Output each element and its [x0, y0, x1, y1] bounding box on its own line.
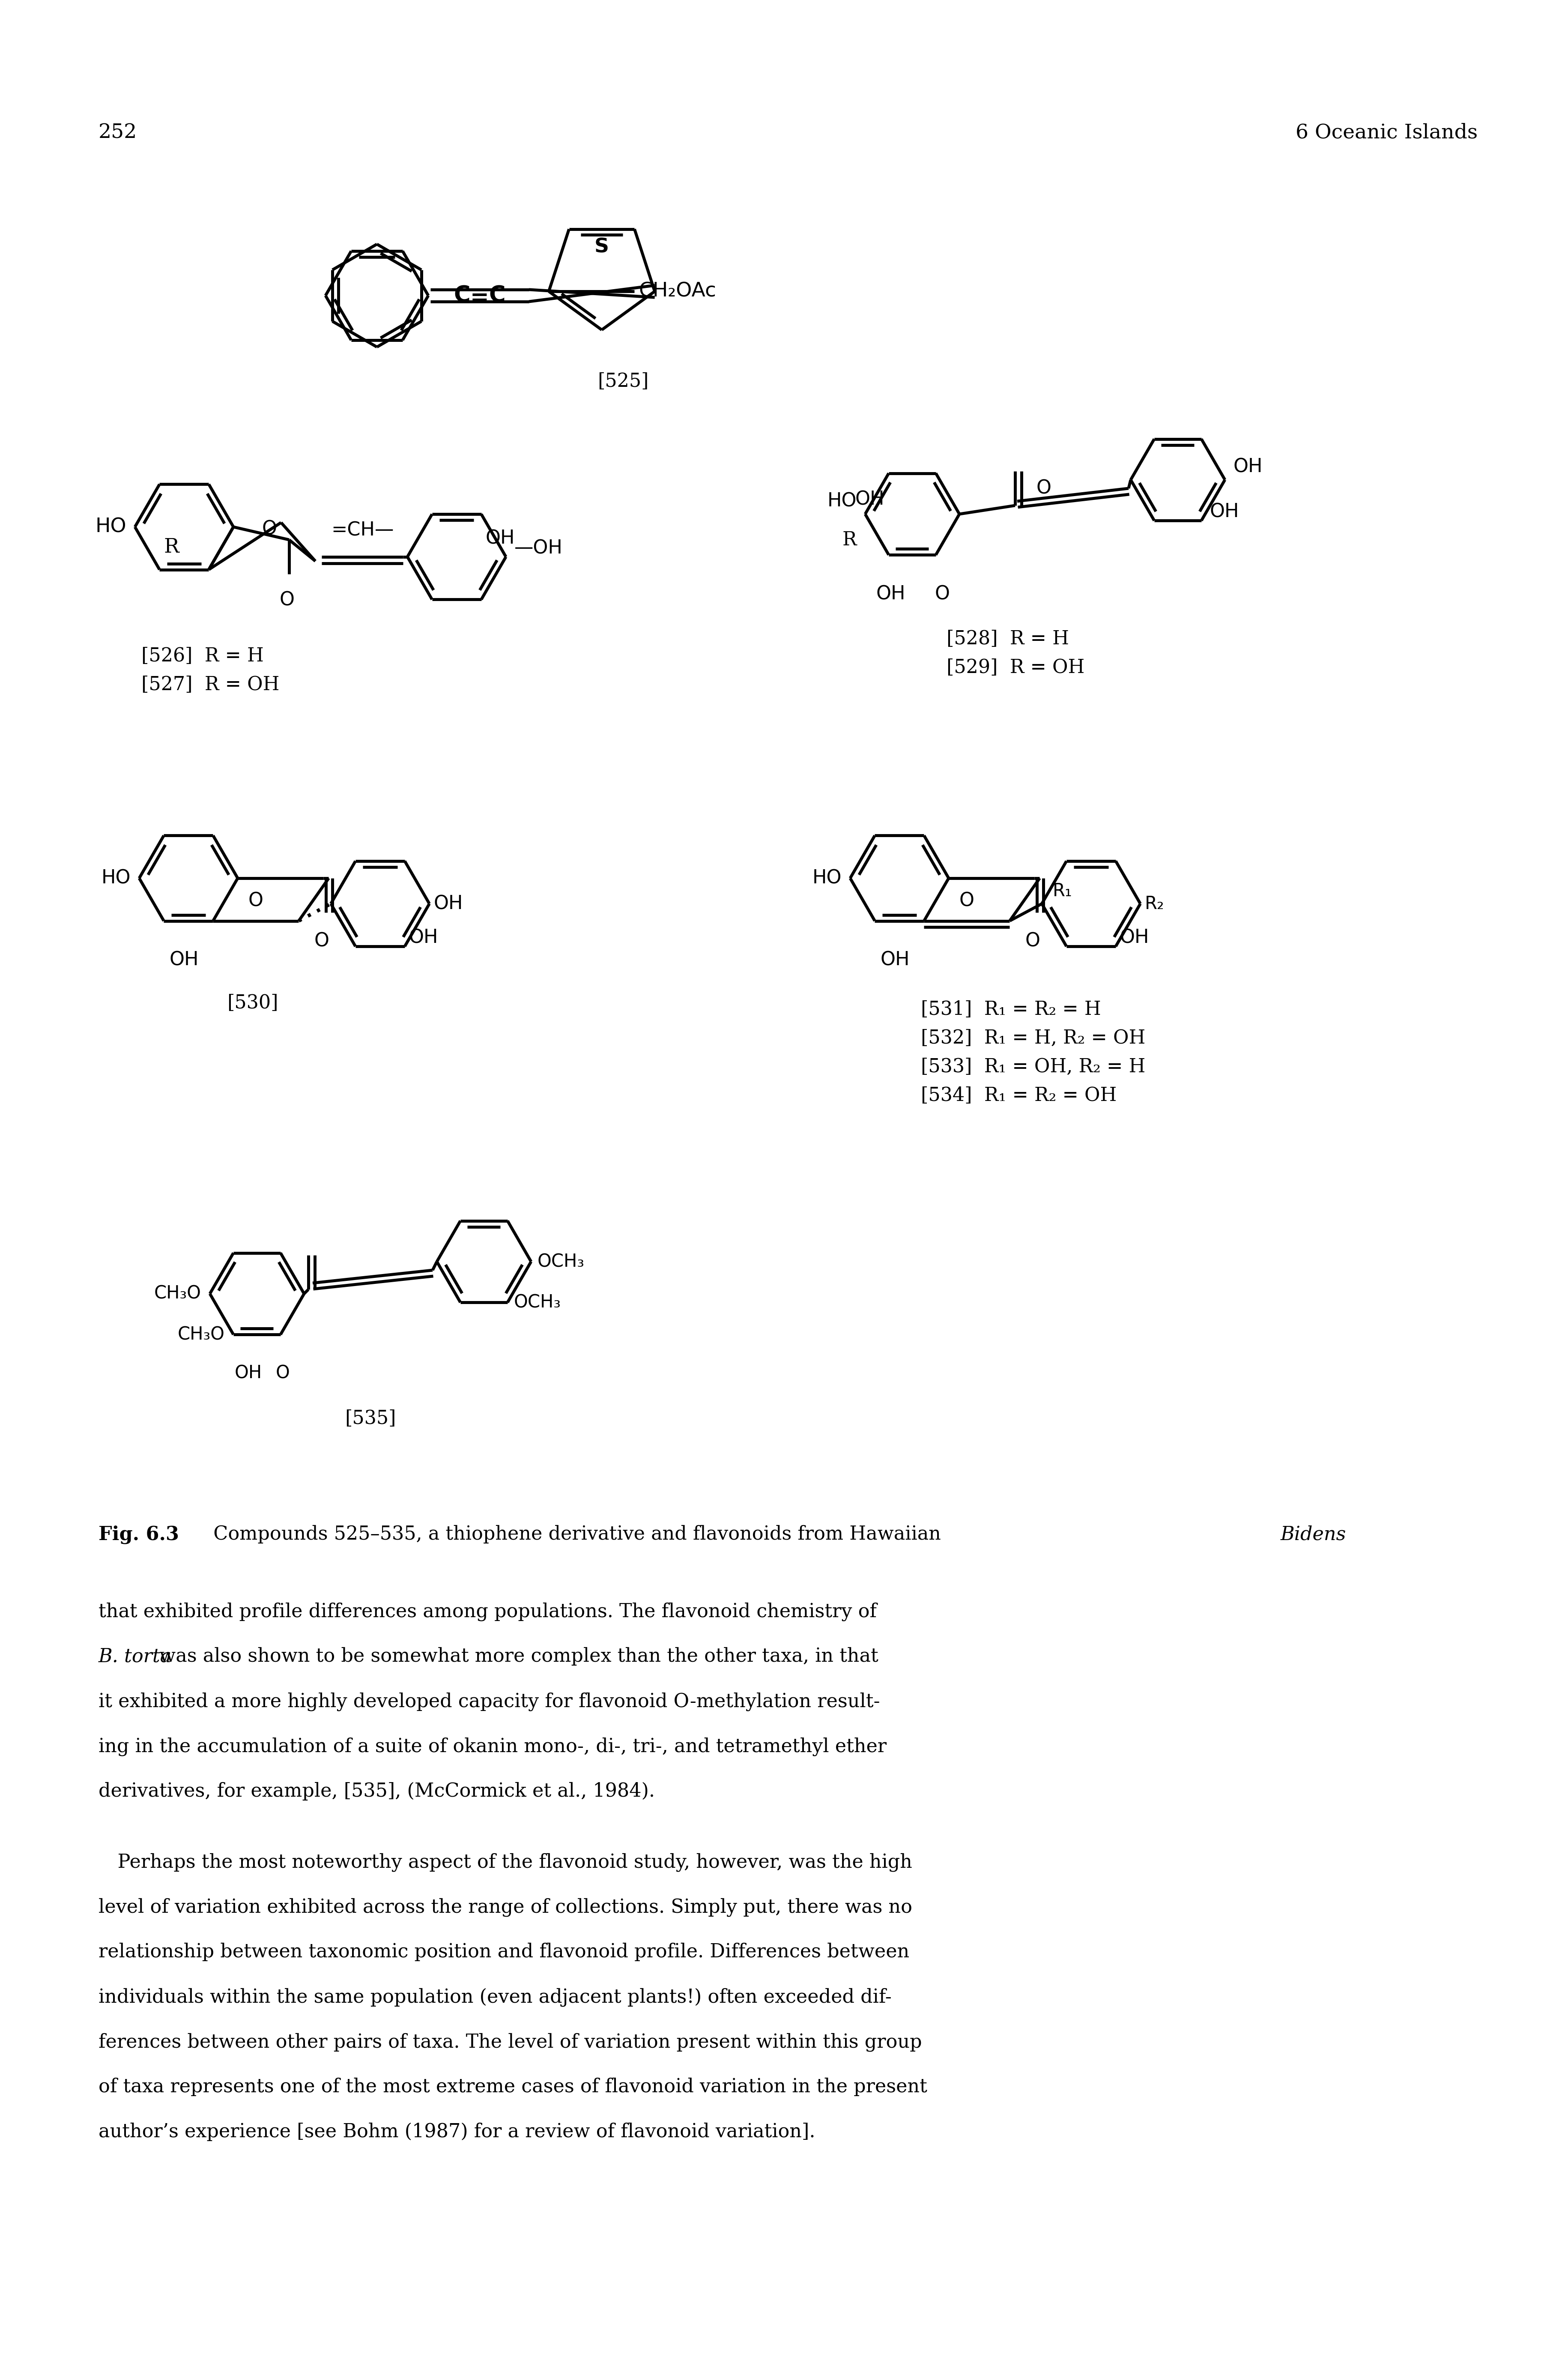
Text: ferences between other pairs of taxa. The level of variation present within this: ferences between other pairs of taxa. Th… [99, 2033, 922, 2052]
Text: it exhibited a more highly developed capacity for flavonoid O-methylation result: it exhibited a more highly developed cap… [99, 1693, 880, 1710]
Text: C≡C: C≡C [453, 285, 505, 307]
Text: individuals within the same population (even adjacent plants!) often exceeded di: individuals within the same population (… [99, 1988, 892, 2007]
Text: OH: OH [855, 490, 884, 509]
Text: 6 Oceanic Islands: 6 Oceanic Islands [1295, 124, 1477, 143]
Text: O: O [248, 892, 263, 911]
Text: OH: OH [1120, 930, 1149, 946]
Text: —OH: —OH [514, 540, 563, 556]
Text: level of variation exhibited across the range of collections. Simply put, there : level of variation exhibited across the … [99, 1898, 913, 1917]
Text: author’s experience [see Bohm (1987) for a review of flavonoid variation].: author’s experience [see Bohm (1987) for… [99, 2124, 815, 2140]
Text: R: R [842, 530, 856, 549]
Text: Compounds 525–535, a thiophene derivative and flavonoids from Hawaiian: Compounds 525–535, a thiophene derivativ… [201, 1524, 947, 1543]
Text: O: O [276, 1365, 290, 1382]
Text: OH: OH [877, 585, 905, 604]
Text: B. torta: B. torta [99, 1648, 172, 1665]
Text: CH₃O: CH₃O [154, 1284, 201, 1303]
Text: CH₂OAc: CH₂OAc [638, 281, 717, 302]
Text: Fig. 6.3: Fig. 6.3 [99, 1524, 179, 1543]
Text: [525]: [525] [597, 371, 649, 390]
Text: OCH₃: OCH₃ [538, 1253, 585, 1270]
Text: ing in the accumulation of a suite of okanin mono-, di-, tri-, and tetramethyl e: ing in the accumulation of a suite of ok… [99, 1736, 886, 1755]
Text: O: O [960, 892, 974, 911]
Text: Bidens: Bidens [1279, 1524, 1345, 1543]
Text: O: O [1025, 932, 1040, 951]
Text: O: O [1036, 478, 1051, 497]
Text: [530]: [530] [227, 994, 278, 1013]
Text: relationship between taxonomic position and flavonoid profile. Differences betwe: relationship between taxonomic position … [99, 1943, 909, 1962]
Text: [531]  R₁ = R₂ = H
[532]  R₁ = H, R₂ = OH
[533]  R₁ = OH, R₂ = H
[534]  R₁ = R₂ : [531] R₁ = R₂ = H [532] R₁ = H, R₂ = OH … [920, 1001, 1145, 1106]
Text: OH: OH [433, 894, 463, 913]
Text: 252: 252 [99, 124, 136, 143]
Text: [526]  R = H
[527]  R = OH: [526] R = H [527] R = OH [141, 647, 279, 694]
Text: S: S [594, 238, 608, 257]
Text: HO: HO [812, 868, 842, 887]
Text: OH: OH [880, 951, 909, 970]
Text: O: O [935, 585, 950, 604]
Text: OH: OH [169, 951, 199, 970]
Text: =CH—: =CH— [331, 521, 394, 540]
Text: CH₃O: CH₃O [177, 1325, 224, 1344]
Text: HO: HO [826, 492, 856, 511]
Text: R₂: R₂ [1145, 894, 1163, 913]
Text: OH: OH [1232, 457, 1262, 476]
Text: O: O [279, 592, 295, 609]
Text: Perhaps the most noteworthy aspect of the flavonoid study, however, was the high: Perhaps the most noteworthy aspect of th… [99, 1852, 913, 1871]
Text: O: O [262, 521, 276, 537]
Text: OH: OH [1209, 502, 1239, 521]
Text: OCH₃: OCH₃ [514, 1294, 561, 1310]
Text: was also shown to be somewhat more complex than the other taxa, in that: was also shown to be somewhat more compl… [154, 1648, 878, 1665]
Text: HO: HO [102, 868, 130, 887]
Text: derivatives, for example, [535], (McCormick et al., 1984).: derivatives, for example, [535], (McCorm… [99, 1781, 655, 1800]
Text: of taxa represents one of the most extreme cases of flavonoid variation in the p: of taxa represents one of the most extre… [99, 2078, 927, 2095]
Text: that exhibited profile differences among populations. The flavonoid chemistry of: that exhibited profile differences among… [99, 1603, 877, 1622]
Text: OH: OH [486, 530, 514, 547]
Text: [528]  R = H
[529]  R = OH: [528] R = H [529] R = OH [946, 630, 1085, 678]
Text: R: R [163, 537, 179, 556]
Text: [535]: [535] [345, 1410, 397, 1427]
Text: R₁: R₁ [1052, 882, 1073, 899]
Text: OH: OH [409, 930, 437, 946]
Text: O: O [314, 932, 329, 951]
Text: OH: OH [235, 1365, 262, 1382]
Text: HO: HO [96, 518, 127, 537]
